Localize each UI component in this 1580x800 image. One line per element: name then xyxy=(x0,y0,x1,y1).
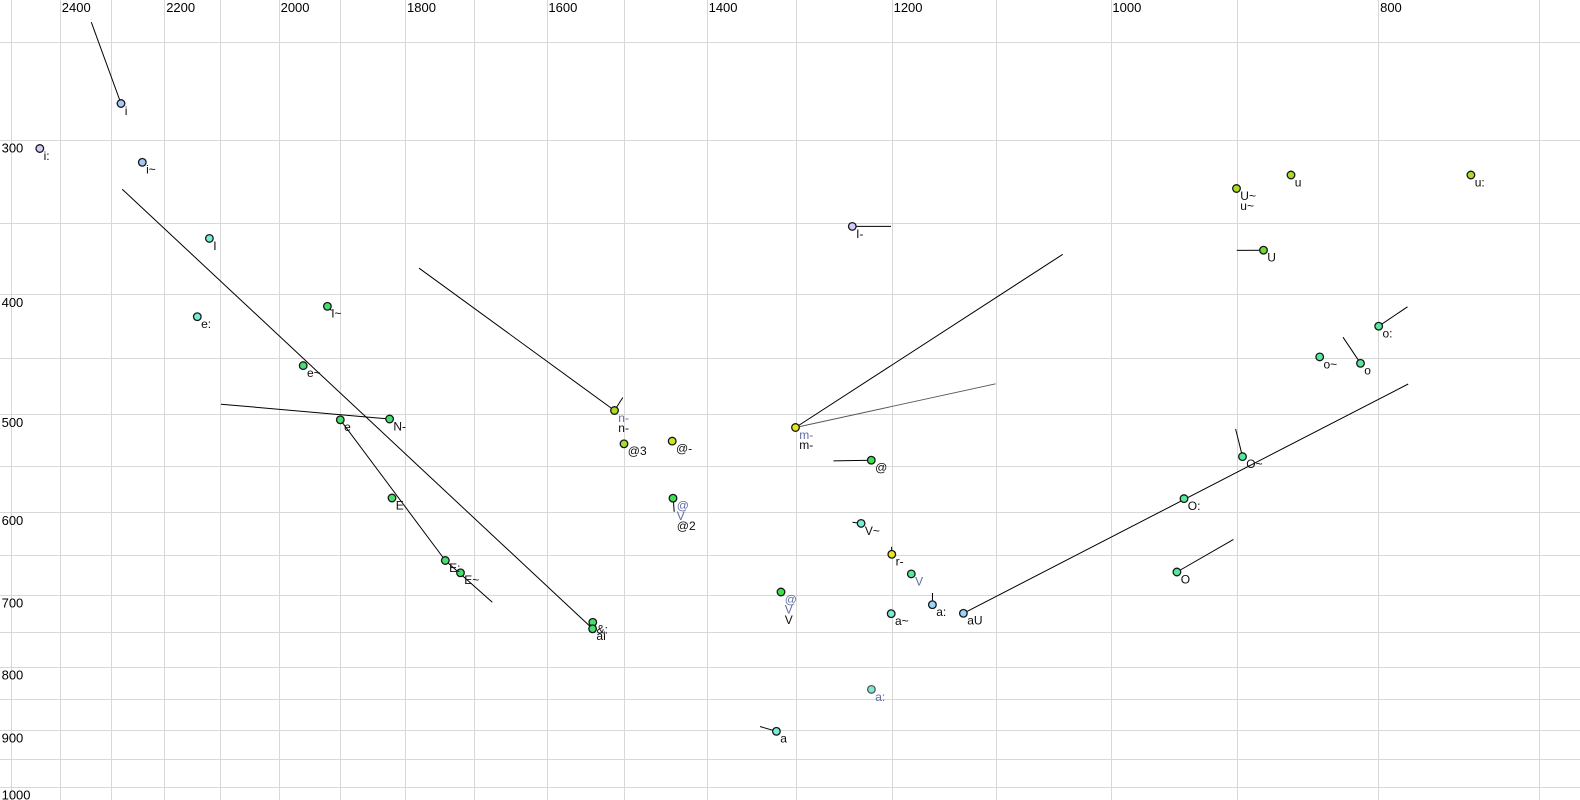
svg-text:E: E xyxy=(396,498,404,512)
svg-text:1000: 1000 xyxy=(2,787,31,800)
svg-text:@: @ xyxy=(875,461,887,475)
svg-text:a: a xyxy=(780,732,787,746)
svg-text:I-: I- xyxy=(856,227,863,241)
svg-text:300: 300 xyxy=(2,140,24,155)
svg-text:n-: n- xyxy=(618,421,629,435)
svg-text:400: 400 xyxy=(2,295,24,310)
svg-text:&:: &: xyxy=(597,623,608,637)
svg-text:1000: 1000 xyxy=(1112,0,1141,15)
svg-text:E:: E: xyxy=(449,561,460,575)
svg-text:1800: 1800 xyxy=(407,0,436,15)
svg-text:@: @ xyxy=(785,592,797,606)
svg-text:a~: a~ xyxy=(895,614,909,628)
svg-text:n-: n- xyxy=(618,411,629,425)
svg-text:@3: @3 xyxy=(628,444,647,458)
svg-text:o:: o: xyxy=(1383,327,1393,341)
svg-text:a:: a: xyxy=(875,690,885,704)
svg-text:500: 500 xyxy=(2,415,24,430)
svg-text:V: V xyxy=(785,603,793,617)
svg-text:@2: @2 xyxy=(677,519,696,533)
svg-text:I~: I~ xyxy=(331,307,341,321)
svg-text:U~: U~ xyxy=(1240,189,1256,203)
svg-text:U: U xyxy=(1267,251,1276,265)
svg-text:e: e xyxy=(344,420,351,434)
svg-text:r-: r- xyxy=(896,555,904,569)
svg-text:E~: E~ xyxy=(464,573,479,587)
svg-text:u~: u~ xyxy=(1240,199,1254,213)
svg-text:ai: ai xyxy=(596,629,605,643)
svg-text:i:: i: xyxy=(44,149,50,163)
svg-text:u:: u: xyxy=(1475,175,1485,189)
svg-text:aU: aU xyxy=(967,614,982,628)
svg-text:800: 800 xyxy=(1380,0,1402,15)
svg-text:1400: 1400 xyxy=(709,0,738,15)
svg-text:2400: 2400 xyxy=(62,0,91,15)
svg-text:N-: N- xyxy=(393,419,406,433)
svg-text:V: V xyxy=(677,509,685,523)
svg-text:800: 800 xyxy=(2,667,24,682)
svg-text:1200: 1200 xyxy=(894,0,923,15)
svg-text:e:: e: xyxy=(201,317,211,331)
svg-text:V: V xyxy=(785,613,793,627)
svg-text:V: V xyxy=(915,574,923,588)
svg-text:@: @ xyxy=(677,499,689,513)
svg-text:O~: O~ xyxy=(1246,457,1262,471)
svg-text:1600: 1600 xyxy=(548,0,577,15)
svg-text:e~: e~ xyxy=(307,366,321,380)
svg-text:600: 600 xyxy=(2,513,24,528)
svg-text:700: 700 xyxy=(2,596,24,611)
svg-text:2000: 2000 xyxy=(281,0,310,15)
svg-text:2200: 2200 xyxy=(166,0,195,15)
svg-text:i: i xyxy=(125,104,128,118)
svg-text:o: o xyxy=(1364,364,1371,378)
svg-text:i~: i~ xyxy=(146,163,156,177)
svg-text:m-: m- xyxy=(799,428,813,442)
svg-text:u: u xyxy=(1295,175,1302,189)
svg-text:O:: O: xyxy=(1188,499,1201,513)
svg-text:o~: o~ xyxy=(1324,357,1338,371)
svg-text:900: 900 xyxy=(2,731,24,746)
svg-text:I: I xyxy=(213,239,216,253)
svg-text:m-: m- xyxy=(799,438,813,452)
svg-text:a:: a: xyxy=(936,605,946,619)
svg-text:V~: V~ xyxy=(865,524,880,538)
svg-text:O: O xyxy=(1181,572,1190,586)
svg-text:@-: @- xyxy=(676,442,692,456)
